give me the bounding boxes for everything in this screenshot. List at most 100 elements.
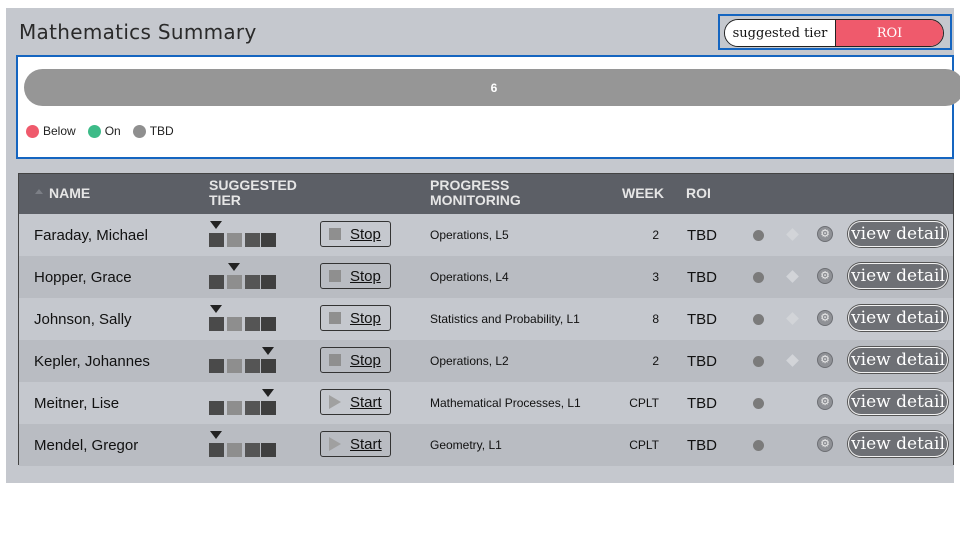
tier-block (209, 233, 224, 247)
roi-value: TBD (687, 226, 717, 244)
roi-value: TBD (687, 310, 717, 328)
week-value: 8 (652, 312, 659, 326)
button-label: Stop (350, 225, 381, 243)
header-pm-line2: MONITORING (430, 192, 521, 208)
settings-icon[interactable]: ⚙ (817, 226, 833, 242)
progress-monitoring: Operations, L5 (430, 228, 509, 242)
start-button[interactable]: Start (320, 431, 391, 457)
header-name[interactable]: NAME (49, 185, 91, 201)
view-detail-button[interactable]: view detail (848, 263, 948, 289)
tier-block (261, 233, 276, 247)
tier-block (245, 317, 260, 331)
settings-icon[interactable]: ⚙ (817, 352, 833, 368)
header-roi[interactable]: ROI (686, 185, 711, 201)
view-detail-button[interactable]: view detail (848, 221, 948, 247)
students-table: NAME SUGGESTED TIER PROGRESS MONITORING … (18, 173, 954, 466)
play-icon (329, 437, 341, 451)
student-name[interactable]: Kepler, Johannes (34, 352, 150, 370)
legend-item-below: Below (26, 124, 76, 138)
stop-icon (329, 354, 341, 366)
toggle-suggested-tier[interactable]: suggested tier (725, 20, 836, 46)
student-name[interactable]: Meitner, Lise (34, 394, 120, 412)
status-dot-icon (753, 398, 764, 409)
button-label: Start (350, 393, 382, 411)
week-value: CPLT (629, 438, 659, 452)
tier-block (209, 359, 224, 373)
tier-block (245, 443, 260, 457)
view-detail-button[interactable]: view detail (848, 431, 948, 457)
view-detail-button[interactable]: view detail (848, 305, 948, 331)
diamond-icon (786, 312, 799, 325)
student-name[interactable]: Mendel, Gregor (34, 436, 139, 454)
view-toggle[interactable]: suggested tier ROI (724, 19, 944, 47)
status-bar[interactable]: 6 (24, 69, 960, 106)
tier-indicator (209, 340, 279, 382)
status-bar-count: 6 (490, 80, 498, 95)
stop-button[interactable]: Stop (320, 347, 391, 373)
header-suggested-tier[interactable]: SUGGESTED TIER (209, 178, 297, 208)
button-label: Stop (350, 309, 381, 327)
legend-label: Below (43, 124, 76, 138)
table-row: Mendel, Gregor Start Geometry, L1 CPLT TBD ⚙ v… (19, 424, 953, 466)
tier-block (245, 401, 260, 415)
button-label: Start (350, 435, 382, 453)
student-name[interactable]: Hopper, Grace (34, 268, 132, 286)
tier-marker-icon (228, 263, 240, 271)
header-progress-monitoring[interactable]: PROGRESS MONITORING (430, 178, 521, 208)
status-dot-icon (753, 440, 764, 451)
play-icon (329, 395, 341, 409)
tier-indicator (209, 298, 279, 340)
week-value: 2 (652, 228, 659, 242)
tier-marker-icon (210, 431, 222, 439)
tier-block (209, 443, 224, 457)
progress-monitoring: Operations, L2 (430, 354, 509, 368)
view-detail-button[interactable]: view detail (848, 347, 948, 373)
status-dot-icon (753, 272, 764, 283)
table-row: Faraday, Michael Stop Operations, L5 2 TBD ⚙ v… (19, 214, 953, 256)
tier-indicator (209, 382, 279, 424)
sort-up-icon[interactable] (35, 189, 43, 194)
progress-monitoring: Geometry, L1 (430, 438, 502, 452)
stop-icon (329, 270, 341, 282)
settings-icon[interactable]: ⚙ (817, 268, 833, 284)
stop-button[interactable]: Stop (320, 305, 391, 331)
toggle-roi[interactable]: ROI (836, 20, 943, 46)
table-row: Hopper, Grace Stop Operations, L4 3 TBD ⚙ view… (19, 256, 953, 298)
tier-indicator (209, 256, 279, 298)
roi-value: TBD (687, 436, 717, 454)
tier-marker-icon (210, 221, 222, 229)
settings-icon[interactable]: ⚙ (817, 436, 833, 452)
button-label: Stop (350, 351, 381, 369)
roi-value: TBD (687, 352, 717, 370)
summary-box: 6 Below On TBD (16, 55, 960, 159)
stop-icon (329, 228, 341, 240)
week-value: 3 (652, 270, 659, 284)
diamond-icon (786, 354, 799, 367)
header-tier-line2: TIER (209, 192, 241, 208)
tier-block (209, 317, 224, 331)
legend-label: TBD (149, 124, 174, 138)
tier-block (209, 401, 224, 415)
student-name[interactable]: Johnson, Sally (34, 310, 132, 328)
status-dot-icon (753, 356, 764, 367)
legend: Below On TBD (26, 124, 186, 138)
view-detail-button[interactable]: view detail (848, 389, 948, 415)
settings-icon[interactable]: ⚙ (817, 394, 833, 410)
student-name[interactable]: Faraday, Michael (34, 226, 148, 244)
tier-marker-icon (210, 305, 222, 313)
table-row: Meitner, Lise Start Mathematical Processes… (19, 382, 953, 424)
tier-indicator (209, 424, 279, 466)
header-week[interactable]: WEEK (622, 185, 664, 201)
diamond-icon (786, 228, 799, 241)
tier-block (227, 443, 242, 457)
stop-button[interactable]: Stop (320, 221, 391, 247)
on-dot-icon (87, 124, 101, 138)
header-tier-line1: SUGGESTED (209, 177, 297, 193)
settings-icon[interactable]: ⚙ (817, 310, 833, 326)
tier-block (227, 317, 242, 331)
tier-marker-icon (262, 389, 274, 397)
tier-block (261, 275, 276, 289)
stop-button[interactable]: Stop (320, 263, 391, 289)
start-button[interactable]: Start (320, 389, 391, 415)
tier-block (261, 317, 276, 331)
